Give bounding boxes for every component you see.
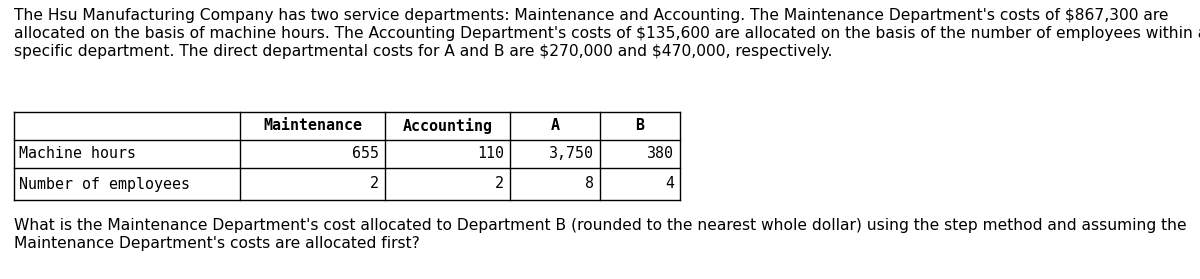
Text: Number of employees: Number of employees xyxy=(19,177,190,191)
Text: allocated on the basis of machine hours. The Accounting Department's costs of $1: allocated on the basis of machine hours.… xyxy=(14,26,1200,41)
Text: Maintenance: Maintenance xyxy=(263,119,362,133)
Text: Accounting: Accounting xyxy=(402,118,492,134)
Text: 380: 380 xyxy=(647,146,674,162)
Text: 2: 2 xyxy=(496,177,504,191)
Text: Machine hours: Machine hours xyxy=(19,146,136,162)
Text: 8: 8 xyxy=(586,177,594,191)
Text: B: B xyxy=(636,119,644,133)
Text: 655: 655 xyxy=(352,146,379,162)
Text: A: A xyxy=(551,119,559,133)
Text: 2: 2 xyxy=(370,177,379,191)
Text: 3,750: 3,750 xyxy=(550,146,594,162)
Text: specific department. The direct departmental costs for A and B are $270,000 and : specific department. The direct departme… xyxy=(14,44,833,59)
Text: What is the Maintenance Department's cost allocated to Department B (rounded to : What is the Maintenance Department's cos… xyxy=(14,218,1187,233)
Text: 4: 4 xyxy=(665,177,674,191)
Text: The Hsu Manufacturing Company has two service departments: Maintenance and Accou: The Hsu Manufacturing Company has two se… xyxy=(14,8,1169,23)
Text: Maintenance Department's costs are allocated first?: Maintenance Department's costs are alloc… xyxy=(14,236,420,251)
Text: 110: 110 xyxy=(478,146,504,162)
